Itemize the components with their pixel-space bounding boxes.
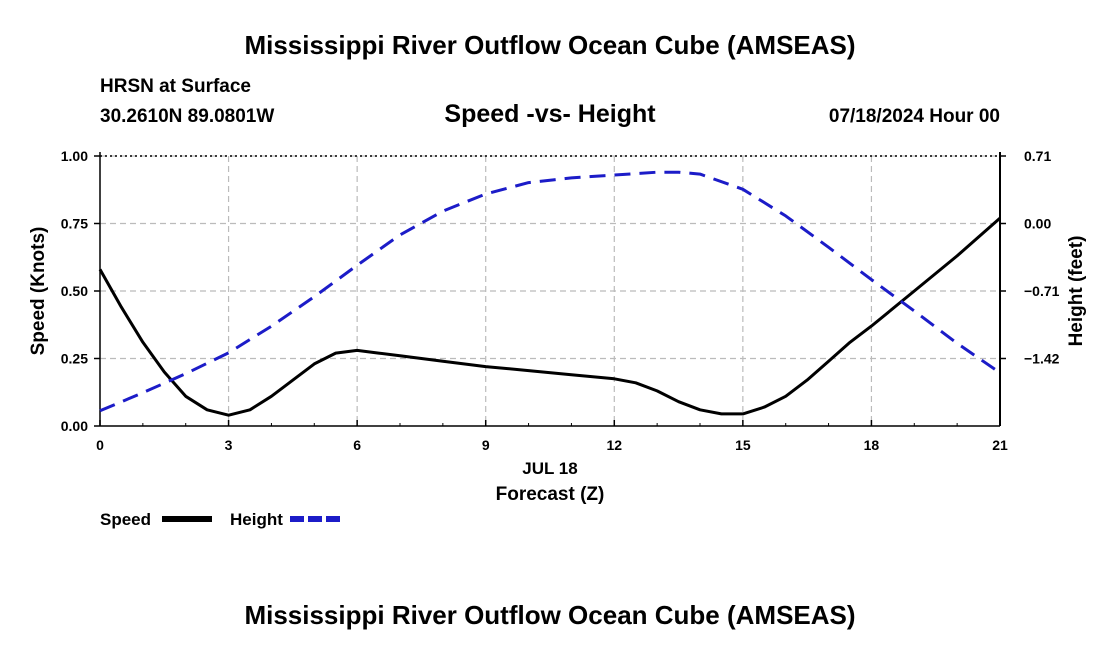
x-tick-label: 9	[482, 437, 490, 453]
footer-title: Mississippi River Outflow Ocean Cube (AM…	[244, 600, 856, 630]
station-label: HRSN at Surface	[100, 76, 251, 97]
speed-series-line	[98, 216, 1001, 417]
y2-tick-label: −0.71	[1024, 283, 1060, 299]
y-axis-label: Speed (Knots)	[28, 227, 49, 356]
y2-tick-label: 0.00	[1024, 216, 1051, 232]
legend-label-speed: Speed	[100, 510, 151, 529]
y2-axis-label: Height (feet)	[1066, 236, 1087, 347]
y-tick-label: 1.00	[61, 148, 88, 164]
x-tick-label: 6	[353, 437, 361, 453]
datetime-label: 07/18/2024 Hour 00	[828, 106, 1000, 127]
x-tick-label: 0	[96, 437, 104, 453]
chart-title: Mississippi River Outflow Ocean Cube (AM…	[244, 30, 856, 60]
x-tick-label: 15	[735, 437, 751, 453]
y-tick-label: 0.25	[61, 351, 88, 367]
y2-tick-label: −1.42	[1024, 351, 1060, 367]
y-tick-label: 0.50	[61, 283, 88, 299]
x-tick-label: 12	[606, 437, 622, 453]
x-axis-label: Forecast (Z)	[496, 484, 605, 505]
x-tick-label: 18	[864, 437, 880, 453]
y-tick-label: 0.75	[61, 216, 88, 232]
x-tick-label: 3	[225, 437, 233, 453]
y-tick-label: 0.00	[61, 418, 88, 434]
x-date-label: JUL 18	[522, 459, 577, 478]
coordinates-label: 30.2610N 89.0801W	[100, 106, 275, 127]
y2-tick-label: 0.71	[1024, 148, 1051, 164]
x-tick-label: 21	[992, 437, 1008, 453]
height-series-line	[99, 170, 1001, 413]
plot-title: Speed -vs- Height	[444, 100, 656, 128]
legend-label-height: Height	[230, 510, 283, 529]
